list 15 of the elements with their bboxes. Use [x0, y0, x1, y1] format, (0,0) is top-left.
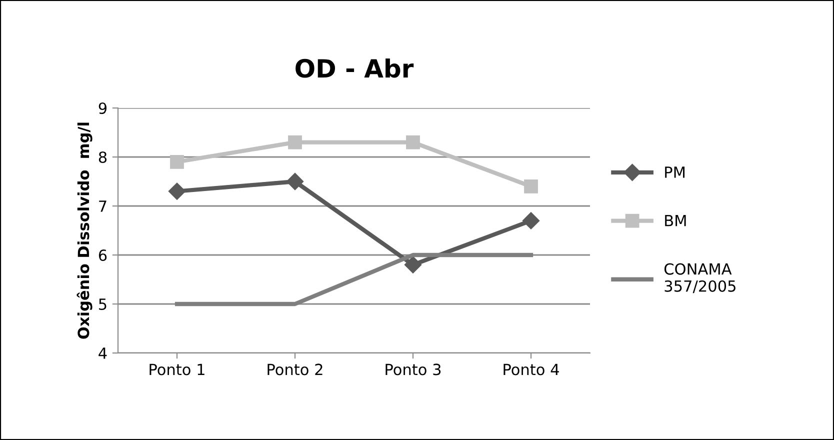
x-tick-label: Ponto 2 [268, 364, 322, 376]
y-tick-label: 9 [98, 102, 107, 114]
y-tick-label: 8 [98, 151, 107, 164]
x-tick-label: Ponto 1 [150, 364, 204, 376]
y-tick-label: 6 [98, 249, 107, 262]
chart-title: OD - Abr [296, 58, 414, 78]
x-tick-label: Ponto 3 [386, 364, 441, 376]
y-tick-label: 4 [98, 348, 107, 359]
y-axis-title: Oxigênio Dissolvido mg/l [76, 122, 92, 339]
x-tick-label: Ponto 4 [504, 364, 559, 376]
legend-label: CONAMA 357/2005 [664, 263, 736, 294]
legend-label: BM [665, 215, 686, 226]
y-tick-label: 5 [99, 298, 106, 310]
legend-label: PM [665, 166, 685, 178]
y-tick-label: 7 [99, 200, 106, 212]
